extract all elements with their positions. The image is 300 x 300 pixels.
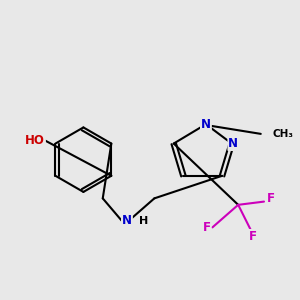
Text: N: N [201,118,211,131]
Text: H: H [140,216,149,226]
Text: N: N [228,137,239,150]
Text: CH₃: CH₃ [272,129,293,139]
Text: F: F [202,221,211,234]
Text: F: F [249,230,257,243]
Text: N: N [122,214,132,227]
Text: F: F [267,192,275,205]
Text: HO: HO [25,134,45,147]
